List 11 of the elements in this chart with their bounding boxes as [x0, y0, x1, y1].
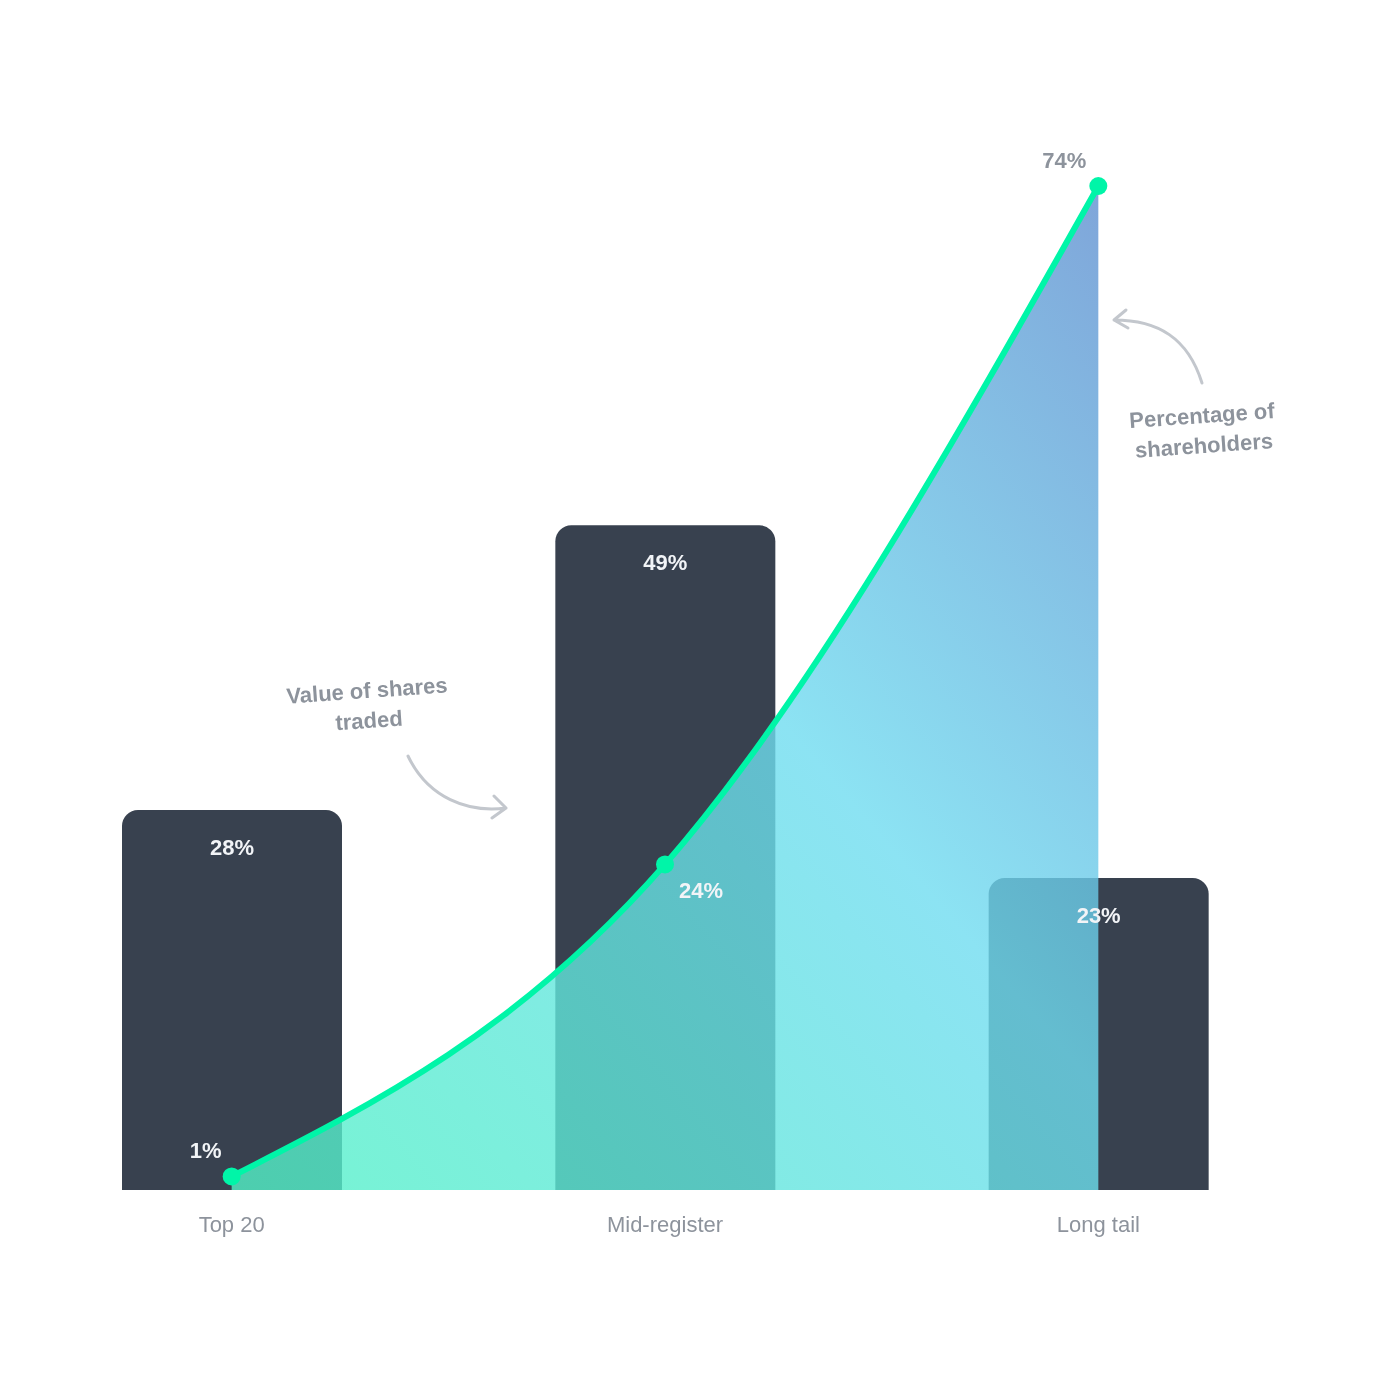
data-label: 74% [1042, 148, 1087, 173]
x-tick-label: Mid-register [606, 1211, 724, 1237]
data-label: 24% [678, 878, 724, 904]
data-label: 28% [209, 835, 255, 861]
annotation: Percentage of shareholders [1127, 397, 1277, 465]
x-tick-label: Long tail [1056, 1211, 1140, 1237]
data-label: 49% [643, 550, 688, 576]
data-label: 23% [1076, 902, 1121, 928]
x-tick-label: Top 20 [198, 1211, 265, 1237]
annotation: Value of shares traded [284, 671, 450, 738]
data-label: 1% [189, 1138, 222, 1164]
